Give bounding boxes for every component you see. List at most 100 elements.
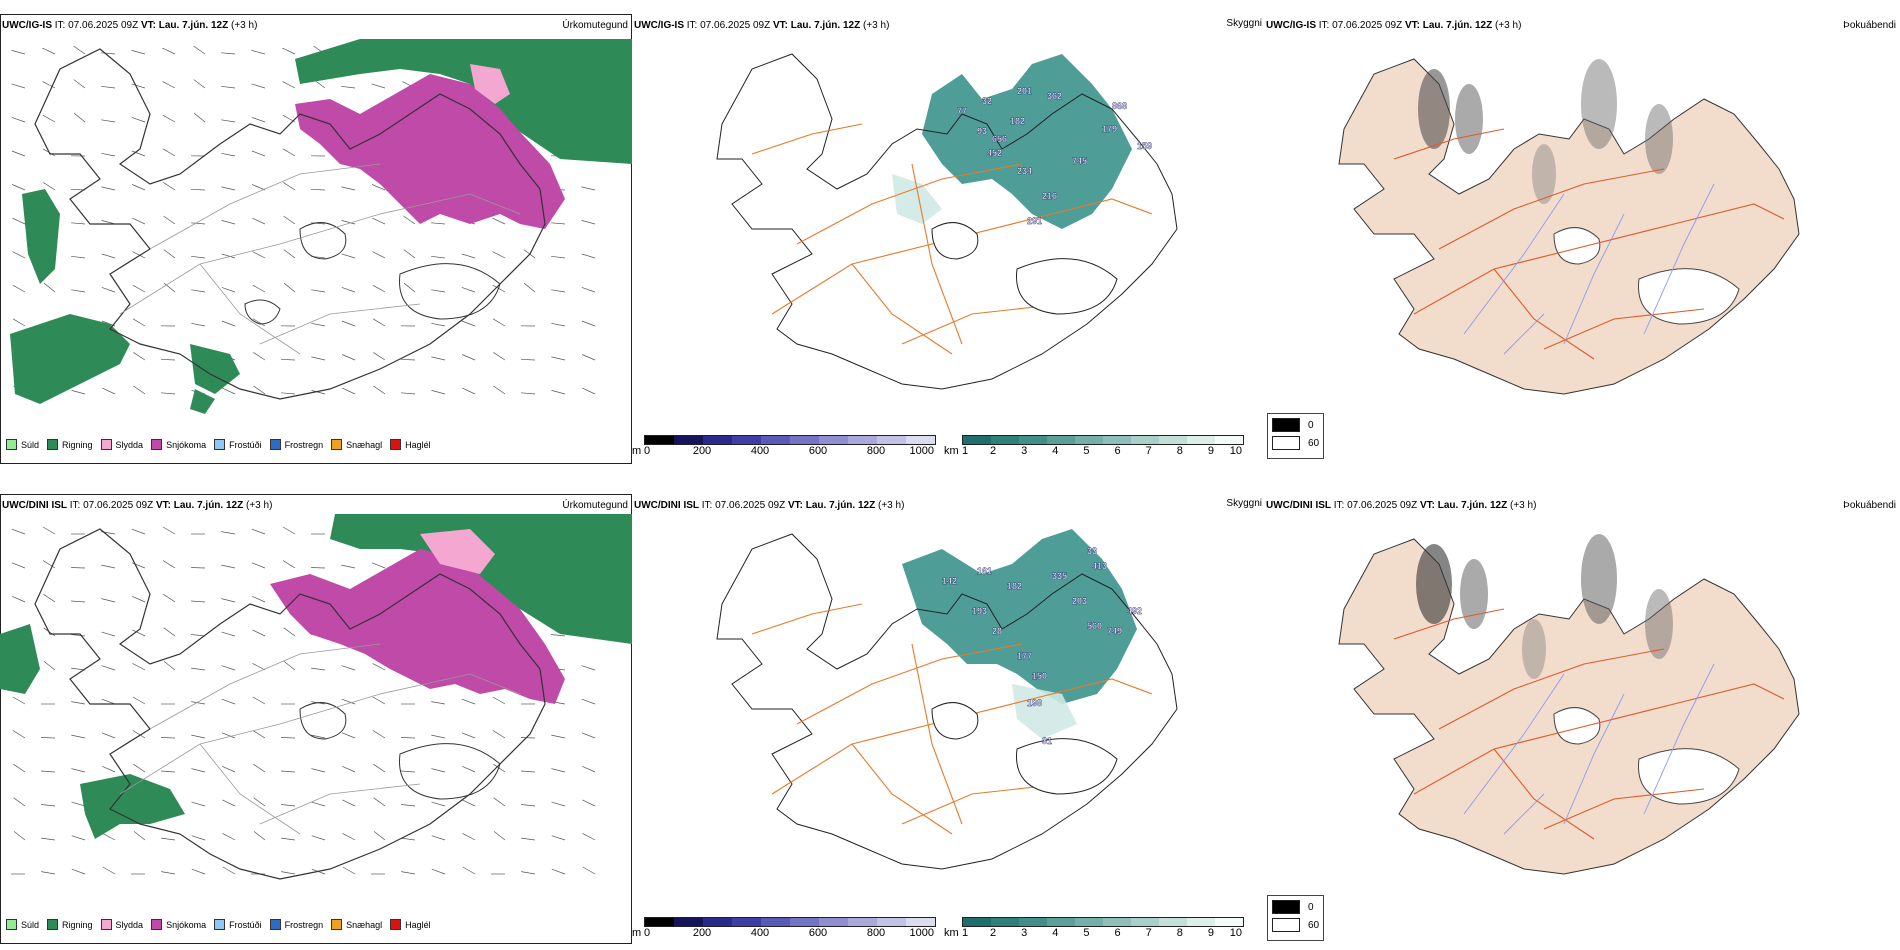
colorbar-tick: 3 xyxy=(1021,927,1028,939)
legend-item-súld: Súld xyxy=(6,439,39,450)
wind-barb xyxy=(551,390,566,395)
glacier xyxy=(399,263,501,320)
wind-barb xyxy=(280,737,296,739)
wind-barb xyxy=(12,696,26,705)
wind-barb xyxy=(221,253,236,259)
wind-barb xyxy=(12,217,26,225)
colorbar-segment xyxy=(645,918,674,926)
wind-barb xyxy=(551,801,566,807)
wind-barb xyxy=(283,661,296,671)
visibility-value-label: 203 xyxy=(1072,596,1087,606)
rain-area-southwest xyxy=(80,774,185,839)
wind-barb xyxy=(162,47,176,55)
wind-barb xyxy=(551,255,566,259)
colorbar-tick: 600 xyxy=(808,927,828,939)
panel-title-precip-row2: Úrkomutegund xyxy=(562,500,628,511)
wind-barb xyxy=(221,631,236,637)
wind-barb xyxy=(191,734,206,739)
wind-barb xyxy=(193,45,206,55)
wind-barb xyxy=(373,763,386,773)
legend-item-slydda: Slydda xyxy=(100,439,143,450)
colorbar-segment xyxy=(1131,436,1159,444)
height-ticks: 0 200 400 600 800 1000 xyxy=(644,445,934,459)
legend-swatch xyxy=(269,919,281,930)
legend-swatch xyxy=(151,439,163,450)
fog-patch xyxy=(1522,619,1546,679)
wind-barb xyxy=(493,831,506,841)
wind-barb xyxy=(341,220,356,225)
fog-patch xyxy=(1645,104,1673,174)
legend-swatch xyxy=(331,919,343,930)
height-colorbar-row1: m 0 200 400 600 800 1000 xyxy=(632,435,944,467)
colorbar-segment xyxy=(1215,436,1243,444)
wind-barb xyxy=(521,871,536,875)
road-network xyxy=(751,123,1153,355)
wind-barb xyxy=(131,528,146,535)
panel-title-visibility-row1: Skyggni xyxy=(1226,18,1262,29)
wind-barb xyxy=(373,385,386,395)
wind-barb xyxy=(431,356,446,361)
colorbar-tick: 9 xyxy=(1207,927,1214,939)
precip-legend-row1: Súld Rigning Slydda Snjókoma Frostúði Frostre… xyxy=(6,439,431,450)
wind-barb xyxy=(371,83,386,89)
colorbar-segment xyxy=(645,436,674,444)
fog-panel-row2: UWC/DINI ISL IT: 07.06.2025 09Z VT: Lau.… xyxy=(1264,494,1900,944)
wind-barb xyxy=(101,186,116,191)
wind-barb xyxy=(431,289,446,293)
wind-barb xyxy=(310,567,326,569)
wind-barb xyxy=(221,52,236,55)
wind-barb xyxy=(431,322,446,327)
wind-barb xyxy=(11,150,26,157)
wind-barb xyxy=(342,866,356,875)
glacier xyxy=(931,702,979,740)
fog-legend-row: 0 xyxy=(1272,418,1314,432)
wind-barb xyxy=(131,83,146,89)
wind-barb xyxy=(520,770,536,773)
wind-barb xyxy=(282,47,296,55)
road-network xyxy=(1393,608,1785,840)
wind-barb xyxy=(251,528,266,535)
wind-barb xyxy=(253,763,266,773)
visibility-value-label: 142 xyxy=(942,576,957,586)
visibility-colorbar-bar xyxy=(962,917,1244,927)
visibility-colorbar-bar xyxy=(962,435,1244,445)
colorbar-tick: 1 xyxy=(962,445,969,457)
wind-barb xyxy=(190,600,206,603)
wind-barb xyxy=(11,50,26,55)
wind-barb xyxy=(133,352,146,361)
colorbar-tick: 6 xyxy=(1114,445,1121,457)
wind-barb xyxy=(13,797,26,807)
wind-barb xyxy=(131,184,146,191)
wind-barb xyxy=(492,251,506,259)
wind-barb xyxy=(341,85,356,89)
wind-barb xyxy=(582,765,596,773)
wind-barb xyxy=(462,866,476,875)
vis-area xyxy=(892,174,942,224)
colorbar-segment xyxy=(819,918,848,926)
wind-barb xyxy=(222,833,236,841)
wind-barb xyxy=(582,866,596,875)
colorbar-segment xyxy=(674,436,703,444)
wind-barb xyxy=(71,768,86,773)
wind-barb xyxy=(71,868,86,875)
wind-barb xyxy=(311,835,326,841)
wind-barb xyxy=(492,318,506,327)
wind-barb xyxy=(341,287,356,293)
road-network xyxy=(1393,128,1785,360)
wind-barb xyxy=(431,390,446,395)
wind-barb xyxy=(493,763,506,773)
wind-barb xyxy=(281,392,296,395)
colorbar-segment xyxy=(991,918,1019,926)
wind-barb xyxy=(191,222,206,225)
wind-barb xyxy=(461,320,476,327)
iceland-outline xyxy=(716,533,1178,870)
wind-barb xyxy=(102,765,116,773)
wind-barb xyxy=(431,768,446,773)
wind-barb xyxy=(221,732,236,739)
colorbar-tick: 1 xyxy=(962,927,969,939)
wind-barb xyxy=(221,186,236,191)
height-colorbar-row2: m 0 200 400 600 800 1000 xyxy=(632,917,944,945)
legend-swatch xyxy=(100,439,112,450)
wind-barb xyxy=(101,253,116,259)
legend-item-slydda: Slydda xyxy=(100,919,143,930)
